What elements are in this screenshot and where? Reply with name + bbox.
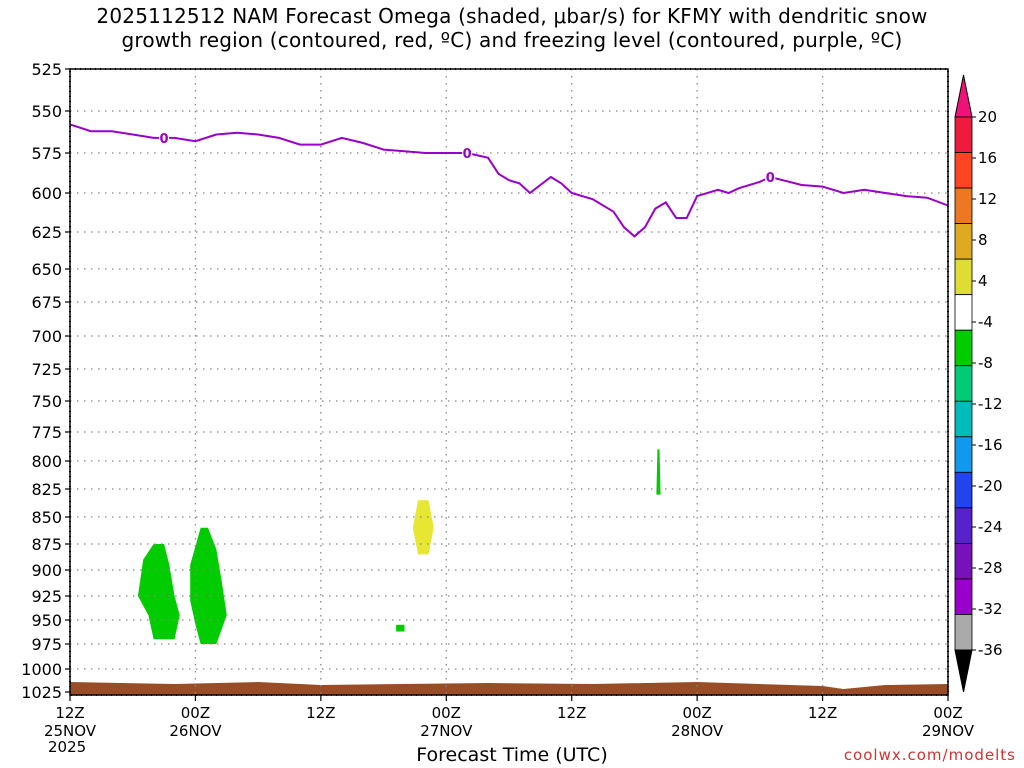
freezing-label-bg [765, 169, 776, 184]
colorbar-swatch [954, 187, 973, 224]
colorbar-label: 16 [978, 149, 997, 167]
x-tick-label-time: 00Z [181, 704, 210, 722]
colorbar-swatch [954, 294, 973, 331]
y-tick-label: 650 [31, 260, 62, 279]
x-tick-label-date: 29NOV [922, 722, 975, 740]
colorbar-swatch [954, 258, 973, 296]
y-tick-label: 575 [31, 144, 62, 163]
x-tick-label-time: 12Z [55, 704, 84, 722]
year-label: 2025 [48, 738, 87, 756]
colorbar-swatch [954, 223, 973, 260]
omega-region-4 [656, 449, 661, 495]
x-tick-label-time: 12Z [306, 704, 335, 722]
colorbar-bottom-arrow [954, 649, 973, 693]
x-tick-label-date: 28NOV [671, 722, 724, 740]
colorbar-swatch [954, 116, 973, 153]
omega-region-5 [412, 500, 434, 555]
y-tick-label: 600 [31, 184, 62, 203]
colorbar-label: -28 [978, 559, 1003, 577]
y-tick-label: 525 [31, 60, 62, 79]
colorbar-swatch [954, 471, 973, 509]
colorbar-swatch [954, 507, 973, 544]
colorbar-label: 20 [978, 108, 997, 126]
x-tick-label-time: 12Z [557, 704, 586, 722]
credit-text: coolwx.com/modelts [843, 746, 1016, 764]
freezing-label-bg [462, 145, 473, 160]
freezing-level-label: 0 [160, 132, 169, 147]
colorbar-swatch [954, 365, 973, 402]
colorbar-label: -12 [978, 395, 1003, 413]
omega-region-3 [396, 624, 405, 632]
freezing-level-label: 0 [766, 171, 775, 186]
y-tick-label: 925 [31, 587, 62, 606]
colorbar-label: -4 [978, 313, 993, 331]
colorbar-swatch [954, 614, 973, 651]
y-tick-label: 1025 [21, 683, 62, 702]
colorbar-swatch [954, 436, 973, 473]
y-tick-label: 875 [31, 535, 62, 554]
x-tick-label-time: 12Z [808, 704, 837, 722]
colorbar-swatch [954, 152, 973, 189]
y-tick-label: 950 [31, 611, 62, 630]
y-tick-label: 800 [31, 452, 62, 471]
colorbar-swatch [954, 578, 973, 615]
colorbar-label: 12 [978, 190, 997, 208]
omega-region-2 [190, 527, 227, 644]
x-axis-label: Forecast Time (UTC) [416, 744, 608, 766]
x-tick-label-date: 25NOV [44, 722, 97, 740]
plot-frame-dots [69, 68, 949, 696]
y-tick-label: 750 [31, 392, 62, 411]
colorbar-label: -24 [978, 518, 1003, 536]
freezing-level-label: 0 [463, 147, 472, 162]
y-tick-label: 675 [31, 293, 62, 312]
colorbar-swatch [954, 543, 973, 580]
colorbar-swatch [954, 329, 973, 367]
colorbar-top-arrow [954, 74, 973, 118]
y-tick-label: 1000 [21, 660, 62, 679]
colorbar-label: -16 [978, 436, 1003, 454]
x-tick-label-time: 00Z [933, 704, 962, 722]
y-tick-label: 900 [31, 561, 62, 580]
freezing-level-line [69, 123, 949, 238]
y-tick-label: 825 [31, 480, 62, 499]
y-tick-label: 550 [31, 102, 62, 121]
omega-region-1 [137, 544, 180, 640]
colorbar-label: 8 [978, 231, 988, 249]
x-tick-label-time: 00Z [682, 704, 711, 722]
y-tick-label: 725 [31, 360, 62, 379]
colorbar-label: -8 [978, 354, 993, 372]
y-tick-label: 625 [31, 223, 62, 242]
freezing-label-bg [159, 129, 170, 145]
colorbar-label: -32 [978, 600, 1003, 618]
y-tick-label: 975 [31, 635, 62, 654]
colorbar-label: -36 [978, 641, 1003, 659]
colorbar-swatch [954, 400, 973, 438]
y-tick-label: 775 [31, 423, 62, 442]
y-tick-label: 700 [31, 327, 62, 346]
y-tick-label: 850 [31, 508, 62, 527]
chart-title-line-2: growth region (contoured, red, ºC) and f… [121, 28, 903, 52]
x-tick-label-date: 26NOV [169, 722, 222, 740]
colorbar-label: 4 [978, 272, 988, 290]
surface-terrain [70, 682, 948, 695]
x-tick-label-date: 27NOV [420, 722, 473, 740]
x-tick-label-time: 00Z [432, 704, 461, 722]
colorbar-label: -20 [978, 477, 1003, 495]
chart-title-line-1: 2025112512 NAM Forecast Omega (shaded, μ… [96, 4, 928, 28]
chart-title: 2025112512 NAM Forecast Omega (shaded, μ… [0, 4, 1024, 52]
